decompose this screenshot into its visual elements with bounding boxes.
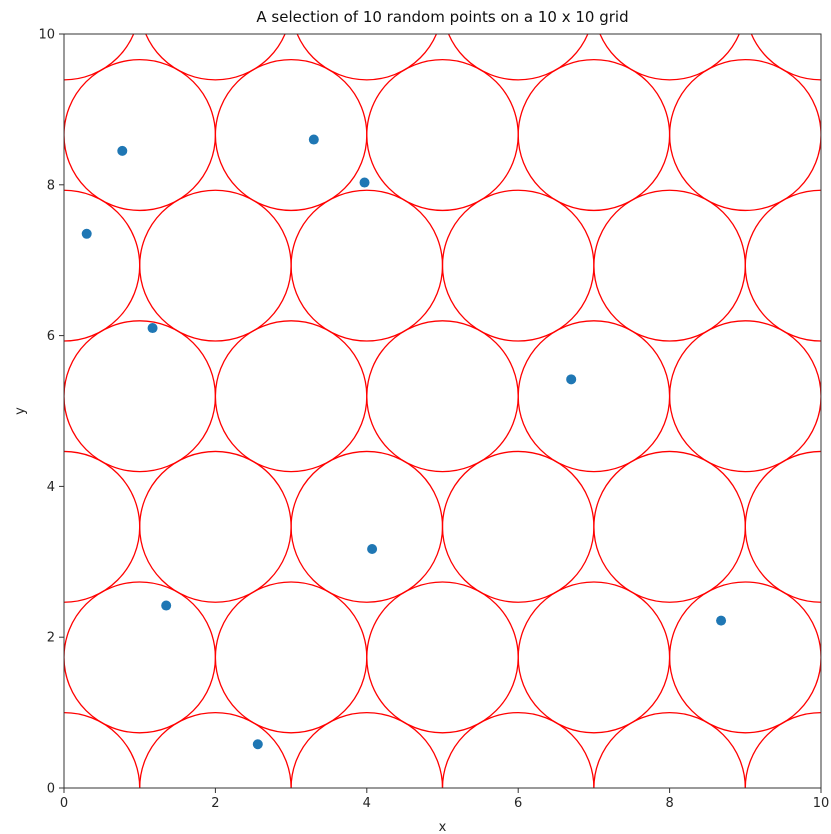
grid-circle <box>593 189 746 342</box>
grid-circle <box>366 320 519 473</box>
data-point <box>359 177 370 188</box>
grid-circle <box>668 59 821 212</box>
grid-circle <box>290 711 444 788</box>
grid-circle <box>64 34 135 81</box>
x-tick-label: 2 <box>211 796 219 811</box>
data-point <box>161 600 172 611</box>
grid-circle <box>214 581 368 734</box>
y-tick-label: 10 <box>38 28 55 43</box>
grid-circle <box>517 581 671 734</box>
grid-circle <box>296 34 438 81</box>
grid-circle <box>441 189 595 342</box>
y-tick-label: 0 <box>47 782 55 797</box>
grid-circle <box>447 34 589 81</box>
grid-circle <box>290 189 444 342</box>
data-point <box>566 374 577 385</box>
grid-circle <box>517 320 671 473</box>
data-point <box>81 228 92 239</box>
grid-circle <box>744 189 821 342</box>
grid-circle <box>744 711 821 788</box>
grid-circle <box>441 711 595 788</box>
grid-circle <box>139 711 292 788</box>
y-tick-label: 2 <box>47 631 55 646</box>
x-tick-label: 4 <box>363 796 371 811</box>
grid-circle <box>139 450 292 603</box>
grid-circle <box>593 450 746 603</box>
data-point <box>367 543 378 554</box>
grid-circle <box>214 320 368 473</box>
scatter-series <box>81 134 727 750</box>
x-axis-label: x <box>439 820 447 834</box>
grid-circle <box>593 711 746 788</box>
x-tick-label: 10 <box>813 796 830 811</box>
grid-circle <box>64 711 141 788</box>
grid-circle <box>517 58 671 212</box>
grid-circle <box>64 320 217 473</box>
data-point <box>716 615 727 626</box>
grid-circle <box>64 59 217 212</box>
x-tick-label: 6 <box>514 796 522 811</box>
grid-circle <box>668 581 821 734</box>
y-tick-label: 8 <box>47 178 55 193</box>
chart-title: A selection of 10 random points on a 10 … <box>256 8 628 26</box>
x-tick-label: 8 <box>665 796 673 811</box>
data-point <box>252 739 263 750</box>
grid-circle <box>214 58 368 212</box>
data-point <box>308 134 319 145</box>
grid-circle <box>668 320 821 473</box>
grid-circle <box>750 34 821 81</box>
x-tick-label: 0 <box>60 796 68 811</box>
grid-circle <box>64 189 141 342</box>
data-point <box>147 323 158 334</box>
data-point <box>117 145 128 156</box>
grid-circle <box>599 34 740 81</box>
y-tick-label: 6 <box>47 329 55 344</box>
grid-circle <box>64 581 217 734</box>
grid-circle <box>145 34 286 81</box>
plot-frame <box>63 33 822 789</box>
grid-circle <box>441 450 595 603</box>
y-tick-label: 4 <box>47 480 55 495</box>
grid-circle <box>290 450 444 603</box>
grid-circle <box>366 581 519 734</box>
grid-circle <box>139 189 292 342</box>
grid-circle <box>366 58 519 212</box>
y-axis-label: y <box>13 407 28 415</box>
grid-circle <box>64 450 141 603</box>
axis-ticks: 0 2 4 6 8 10 0 2 4 6 8 10 <box>38 28 829 812</box>
grid-circle <box>744 450 821 603</box>
